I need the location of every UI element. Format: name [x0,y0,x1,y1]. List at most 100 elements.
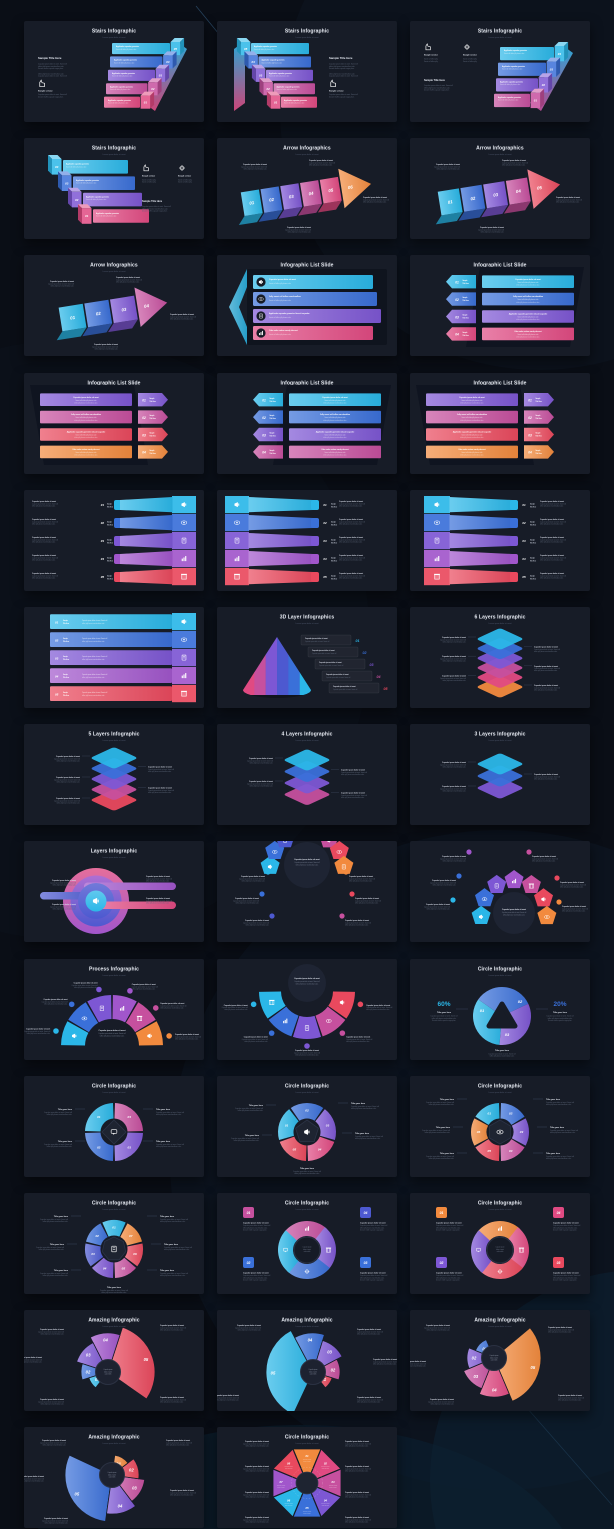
slide-thumbnail-6[interactable]: Arrow Infographics Lorem ipsum dolor sit … [410,138,590,239]
svg-text:Cupcake ipsum dolor sit amet.: Cupcake ipsum dolor sit amet. Sweet roll [92,345,119,348]
svg-text:Cupcake ipsum dolor sit amet.: Cupcake ipsum dolor sit amet. Sweet roll [426,1155,455,1158]
slide-thumbnail-22[interactable]: Layers Infographic Lorem ipsum dolor sit … [24,841,204,942]
svg-text:Sweet roll toffee jelly beans: Sweet roll toffee jelly beans cake [269,282,291,285]
svg-text:Cupcake ipsum: Cupcake ipsum [108,1472,117,1474]
list-bar [426,393,518,406]
slide-thumbnail-24[interactable]: Cupcake ipsum dolor sit amet Cupcake ipsu… [410,841,590,942]
svg-text:Cupcake ipsum dolor sit amet.: Cupcake ipsum dolor sit amet. Sweet roll [54,778,81,781]
slide-thumbnail-7[interactable]: Arrow Infographics Lorem ipsum dolor sit … [24,255,204,356]
slide-thumbnail-36[interactable]: Amazing Infographic Lorem ipsum dolor sit… [410,1310,590,1411]
svg-text:Cupcake ipsum dolor sit amet.: Cupcake ipsum dolor sit amet. Sweet roll [82,673,108,676]
slide-thumbnail-8[interactable]: Infographic List SlideLorem ipsum dolor … [217,255,397,356]
svg-text:Cupcake ipsum dolor sit amet.: Cupcake ipsum dolor sit amet. Sweet roll [142,205,172,208]
step-number: 01 [488,1112,492,1116]
svg-text:Applicake cupcake gummies: Applicake cupcake gummies [504,49,527,52]
megaphone-icon [434,502,440,508]
slide-thumbnail-15[interactable]: 01 Sample Title Here Cupcake ipsum dolor si… [410,490,590,591]
svg-text:toffee jelly beans marshmallow: toffee jelly beans marshmallow cake. [481,230,505,233]
step-number: 07 [129,1234,133,1238]
svg-text:Title Here: Title Here [536,400,543,403]
slide-thumbnail-21[interactable]: 3 Layers Infographic Lorem ipsum dolor si… [410,724,590,825]
building-icon [269,999,275,1006]
slide-thumbnail-19[interactable]: 5 Layers Infographic Lorem ipsum dolor si… [24,724,204,825]
slide-thumbnail-37[interactable]: Amazing Infographic Lorem ipsum dolor sit… [24,1427,204,1528]
slide-thumbnail-32[interactable]: Circle Infographic Lorem ipsum dolor sit … [217,1193,397,1294]
slide-thumbnail-27[interactable]: Circle Infographic Lorem ipsum dolor sit … [410,959,590,1060]
svg-text:Sweet roll toffee jelly beans: Sweet roll toffee jelly beans cake [462,399,483,402]
svg-text:Title Here: Title Here [463,282,470,285]
step-number: 03 [326,1124,330,1128]
slide-thumbnail-10[interactable]: Infographic List SlideLorem ipsum dolor … [24,373,204,474]
svg-text:Sample: Sample [536,398,541,400]
svg-text:Dessert muffin cupcake sugar p: Dessert muffin cupcake sugar plum. [424,89,450,92]
sample-service: Sample service [38,91,53,93]
slide-thumbnail-11[interactable]: Infographic List SlideLorem ipsum dolor … [217,373,397,474]
slide-thumbnail-28[interactable]: Circle Infographic Lorem ipsum dolor sit … [24,1076,204,1177]
slide-thumbnail-14[interactable]: 01 Sample Title Here Cupcake ipsum dolor si… [217,490,397,591]
svg-text:Applicake cupcake gummies: Applicake cupcake gummies [108,99,131,102]
slide-thumbnail-35[interactable]: Amazing Infographic Lorem ipsum dolor sit… [217,1310,397,1411]
chart-icon [259,330,263,336]
slide-thumbnail-29[interactable]: Circle Infographic Lorem ipsum dolor sit … [217,1076,397,1177]
slide-thumbnail-18[interactable]: 6 Layers Infographic Lorem ipsum dolor si… [410,607,590,708]
step-number: 01 [534,99,538,103]
step-number: 01 [144,100,148,104]
slide-thumbnail-3[interactable]: Stairs Infographic Lorem ipsum dolor sit … [410,21,590,122]
step-number: 04 [101,557,105,561]
svg-text:toffee jelly beans marshmallow: toffee jelly beans marshmallow cake. [156,1145,182,1148]
step-number: 04 [522,557,526,561]
svg-text:toffee jelly beans marshmallow: toffee jelly beans marshmallow cake. [41,1402,65,1405]
slide-thumbnail-25[interactable]: Process Infographic Lorem ipsum dolor sit… [24,959,204,1060]
svg-text:Cupcake ipsum dolor sit amet.: Cupcake ipsum dolor sit amet. Sweet roll [32,520,59,523]
megaphone-icon [326,841,331,843]
svg-text:toffee jelly beans marshmallow: toffee jelly beans marshmallow cake. [39,1248,65,1251]
slide-thumbnail-33[interactable]: Circle Infographic Lorem ipsum dolor sit … [410,1193,590,1294]
slide-thumbnail-2[interactable]: Stairs Infographic Lorem ipsum dolor sit … [217,21,397,122]
slide-thumbnail-13[interactable]: 01 Sample Title Here Cupcake ipsum dolor si… [24,490,204,591]
slide-thumbnail-34[interactable]: Amazing Infographic Lorem ipsum dolor sit… [24,1310,204,1411]
svg-text:Cupcake ipsum dolor sit amet.: Cupcake ipsum dolor sit amet. Sweet roll [312,652,337,655]
stair-cube [62,175,72,191]
slide-thumbnail-23[interactable]: Cupcake ipsum dolor sit amet Cupcake ipsu… [217,841,397,942]
slide-thumbnail-17[interactable]: 3D Layer Infographics Lorem ipsum dolor s… [217,607,397,708]
layer-card [314,658,366,670]
svg-text:Cupcake ipsum dolor sit amet.: Cupcake ipsum dolor sit amet. Sweet roll [430,881,457,884]
svg-text:toffee jelly beans marshmallow: toffee jelly beans marshmallow cake. [82,640,105,643]
svg-text:Title Here: Title Here [536,417,543,420]
slide-thumbnail-30[interactable]: Circle Infographic Lorem ipsum dolor sit … [410,1076,590,1177]
slide-thumbnail-12[interactable]: Infographic List SlideLorem ipsum dolor … [410,373,590,474]
slide-thumbnail-16[interactable]: 01 Sample Title Here Cupcake ipsum dolor si… [24,607,204,708]
slide-thumbnail-5[interactable]: Arrow Infographics Lorem ipsum dolor sit … [217,138,397,239]
svg-text:cake muffin: cake muffin [491,1360,498,1362]
slide-thumbnail-26[interactable]: Cupcake ipsum dolor sit amet Cupcake ipsu… [217,959,397,1060]
svg-text:toffee jelly beans marshmallow: toffee jelly beans marshmallow cake. [57,759,81,762]
label-heading: Cupcake ipsum dolor sit amet [146,875,170,878]
svg-text:toffee jelly beans marshmallow: toffee jelly beans marshmallow cake. [339,504,363,507]
svg-text:Cupcake ipsum dolor sit amet.: Cupcake ipsum dolor sit amet. Sweet roll [175,1035,202,1038]
megaphone-icon [478,914,484,920]
slide-thumbnail-31[interactable]: Circle Infographic Lorem ipsum dolor sit … [24,1193,204,1294]
svg-text:Cupcake ipsum dolor sit amet: Cupcake ipsum dolor sit amet [269,278,296,281]
svg-text:Cupcake ipsum dolor sit amet.: Cupcake ipsum dolor sit amet. Sweet roll [339,556,366,559]
svg-text:Title Here: Title Here [270,452,277,455]
slide-thumbnail-9[interactable]: Infographic List SlideLorem ipsum dolor … [410,255,590,356]
slide-thumbnail-20[interactable]: 4 Layers Infographic Lorem ipsum dolor si… [217,724,397,825]
slide-thumbnail-38[interactable]: Circle Infographic Lorem ipsum dolor sit … [217,1427,397,1528]
svg-text:dolor sit amet: dolor sit amet [322,1504,330,1507]
slide-thumbnail-1[interactable]: Stairs Infographic Lorem ipsum dolor sit … [24,21,204,122]
step-number: 03 [101,539,105,543]
svg-text:cake muffin: cake muffin [310,1374,317,1376]
list-bar [482,310,574,323]
slide-thumbnail-4[interactable]: Stairs Infographic Lorem ipsum dolor sit … [24,138,204,239]
step-number: 02 [247,1261,251,1265]
arrow-graphic: 01 02 03 04 [56,287,168,341]
svg-text:toffee jelly beans marshmallow: toffee jelly beans marshmallow cake. [243,1226,268,1229]
svg-text:Cupcake ipsum dolor sit amet: Cupcake ipsum dolor sit amet [436,1272,462,1275]
step-number: 03 [262,433,266,437]
svg-text:Sweet roll toffee jelly beans: Sweet roll toffee jelly beans cake [262,61,282,64]
slide-title: 3 Layers Infographic [475,732,526,738]
svg-text:Cupcake ipsum dolor sit amet.: Cupcake ipsum dolor sit amet. Sweet roll [345,921,372,924]
